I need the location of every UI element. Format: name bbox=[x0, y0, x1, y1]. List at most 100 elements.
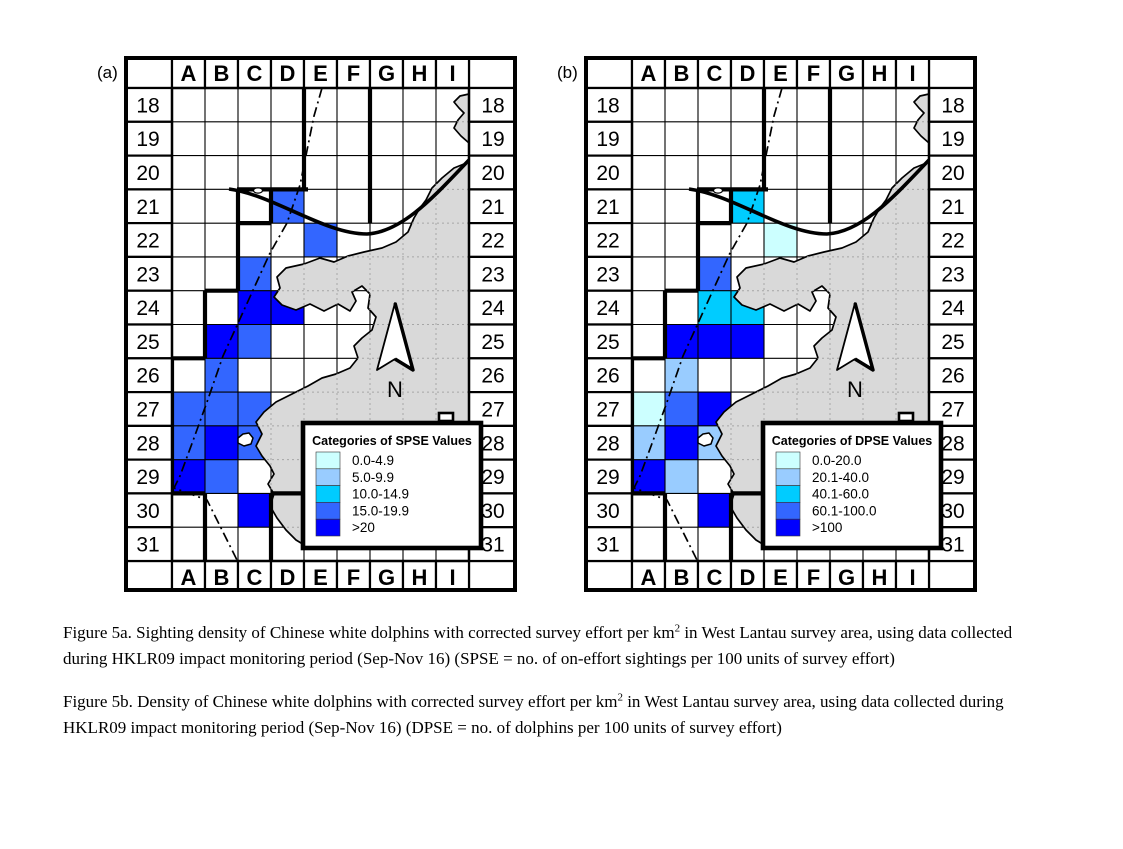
caption-5b-sup: 2 bbox=[617, 691, 623, 704]
legend-swatch-1 bbox=[315, 468, 341, 486]
corner-cell bbox=[124, 56, 174, 90]
grid-cell-A28 bbox=[632, 425, 665, 460]
legend-entry-0: 0.0-20.0 bbox=[812, 453, 862, 468]
legend-title: Categories of DPSE Values bbox=[772, 434, 933, 448]
panel-label-b: (b) bbox=[557, 63, 578, 82]
col-header-bottom-A: A bbox=[181, 565, 197, 590]
row-label-right-31: 31 bbox=[941, 534, 964, 557]
col-header-bottom-D: D bbox=[280, 565, 296, 590]
row-label-right-19: 19 bbox=[481, 128, 504, 151]
legend-entry-4: >20 bbox=[352, 520, 375, 535]
row-label-cell-left-24 bbox=[124, 289, 174, 326]
small-island bbox=[697, 432, 714, 447]
grid-cell-B29 bbox=[665, 459, 698, 494]
row-label-right-20: 20 bbox=[941, 162, 964, 185]
grid-cell-C24 bbox=[238, 290, 271, 325]
map-interior-frame bbox=[170, 86, 471, 563]
grid-cell-C24 bbox=[698, 290, 731, 325]
col-header-top-C: C bbox=[707, 61, 723, 86]
col-header-bottom-F: F bbox=[347, 565, 360, 590]
corner-cell bbox=[584, 56, 634, 90]
row-label-left-18: 18 bbox=[596, 94, 619, 117]
col-header-cell-I bbox=[434, 56, 471, 90]
legend-swatch-0 bbox=[315, 451, 341, 470]
grid-cell-B25 bbox=[205, 324, 238, 359]
caption-5b-text: Figure 5b. Density of Chinese white dolp… bbox=[63, 691, 618, 711]
row-label-left-25: 25 bbox=[596, 331, 619, 354]
grid-cell-B29 bbox=[205, 459, 238, 494]
row-label-right-27: 27 bbox=[481, 399, 504, 422]
legend-entry-1: 5.0-9.9 bbox=[352, 470, 394, 485]
north-arrow-icon: N bbox=[376, 302, 415, 402]
row-label-right-23: 23 bbox=[481, 263, 504, 286]
row-label-cell-right-23 bbox=[467, 255, 517, 292]
map-interior-frame bbox=[630, 86, 931, 563]
north-label: N bbox=[847, 377, 863, 402]
boundary-dash-line bbox=[172, 87, 323, 561]
col-header-top-A: A bbox=[181, 61, 197, 86]
bridge-marker bbox=[252, 187, 264, 194]
row-label-cell-right-27 bbox=[927, 391, 977, 428]
row-label-left-20: 20 bbox=[136, 162, 159, 185]
panel-label-a: (a) bbox=[97, 63, 118, 82]
legend-entry-2: 10.0-14.9 bbox=[352, 487, 409, 502]
legend-box: Categories of DPSE Values 0.0-20.0 20.1-40… bbox=[760, 420, 944, 551]
row-label-right-18: 18 bbox=[941, 94, 964, 117]
col-header-top-E: E bbox=[313, 61, 328, 86]
row-label-left-26: 26 bbox=[136, 365, 159, 388]
legend-entry-3: 60.1-100.0 bbox=[812, 503, 877, 518]
grid-cell-A29 bbox=[172, 459, 205, 494]
col-header-bottom-C: C bbox=[247, 565, 263, 590]
row-label-right-23: 23 bbox=[941, 263, 964, 286]
legend-swatch-3 bbox=[775, 502, 801, 520]
col-footer-cell-D bbox=[269, 559, 306, 592]
corner-cell bbox=[927, 559, 977, 592]
row-label-right-25: 25 bbox=[481, 331, 504, 354]
legend-title: Categories of SPSE Values bbox=[312, 434, 472, 448]
grid-cell-B28 bbox=[665, 425, 698, 460]
caption-5a-text: Figure 5a. Sighting density of Chinese w… bbox=[63, 623, 675, 642]
row-label-left-27: 27 bbox=[596, 399, 619, 422]
col-header-top-H: H bbox=[872, 61, 888, 86]
grid-cell-D25 bbox=[731, 324, 764, 359]
col-header-bottom-B: B bbox=[674, 565, 690, 590]
col-header-bottom-H: H bbox=[872, 565, 888, 590]
caption-5b-text-2: in West Lantau survey area, using data c… bbox=[63, 691, 1004, 738]
col-header-cell-F bbox=[335, 56, 372, 90]
row-label-left-24: 24 bbox=[136, 297, 160, 320]
row-label-left-30: 30 bbox=[596, 500, 619, 523]
row-label-right-28: 28 bbox=[941, 432, 964, 455]
report-page: (a) N A A B B C C D D E E F F G G H H I I 18 18 19 19 20 20 21 21… bbox=[0, 56, 1123, 741]
row-label-right-28: 28 bbox=[481, 432, 504, 455]
small-island bbox=[237, 432, 254, 447]
corner-cell bbox=[467, 56, 517, 90]
row-label-left-23: 23 bbox=[596, 263, 619, 286]
row-label-left-28: 28 bbox=[596, 432, 619, 455]
corner-cell bbox=[124, 559, 174, 592]
row-label-right-21: 21 bbox=[941, 196, 964, 219]
map-outer-frame bbox=[124, 56, 517, 592]
row-label-cell-left-20 bbox=[124, 154, 174, 191]
row-label-right-21: 21 bbox=[481, 196, 504, 219]
col-header-top-I: I bbox=[909, 61, 915, 86]
row-label-cell-left-25 bbox=[584, 323, 634, 360]
col-header-top-A: A bbox=[641, 61, 657, 86]
col-header-bottom-C: C bbox=[707, 565, 723, 590]
caption-5b: Figure 5b. Density of Chinese white dolp… bbox=[63, 689, 1015, 742]
grid-cell-B26 bbox=[205, 358, 238, 393]
row-label-left-24: 24 bbox=[596, 297, 620, 320]
row-label-cell-right-18 bbox=[467, 86, 517, 123]
col-header-cell-C bbox=[696, 56, 733, 90]
caption-5a-text-2: in West Lantau survey area, using data c… bbox=[63, 623, 1013, 669]
grid-cell-C30 bbox=[238, 493, 271, 528]
col-header-bottom-D: D bbox=[740, 565, 756, 590]
row-label-left-18: 18 bbox=[136, 94, 159, 117]
caption-5a: Figure 5a. Sighting density of Chinese w… bbox=[63, 620, 1015, 673]
row-label-left-29: 29 bbox=[136, 466, 159, 489]
bridge-alignment-line bbox=[688, 158, 931, 236]
row-label-cell-right-18 bbox=[927, 86, 977, 123]
row-label-left-26: 26 bbox=[596, 365, 619, 388]
corner-cell bbox=[584, 559, 634, 592]
col-header-top-E: E bbox=[773, 61, 788, 86]
col-header-top-G: G bbox=[378, 61, 395, 86]
